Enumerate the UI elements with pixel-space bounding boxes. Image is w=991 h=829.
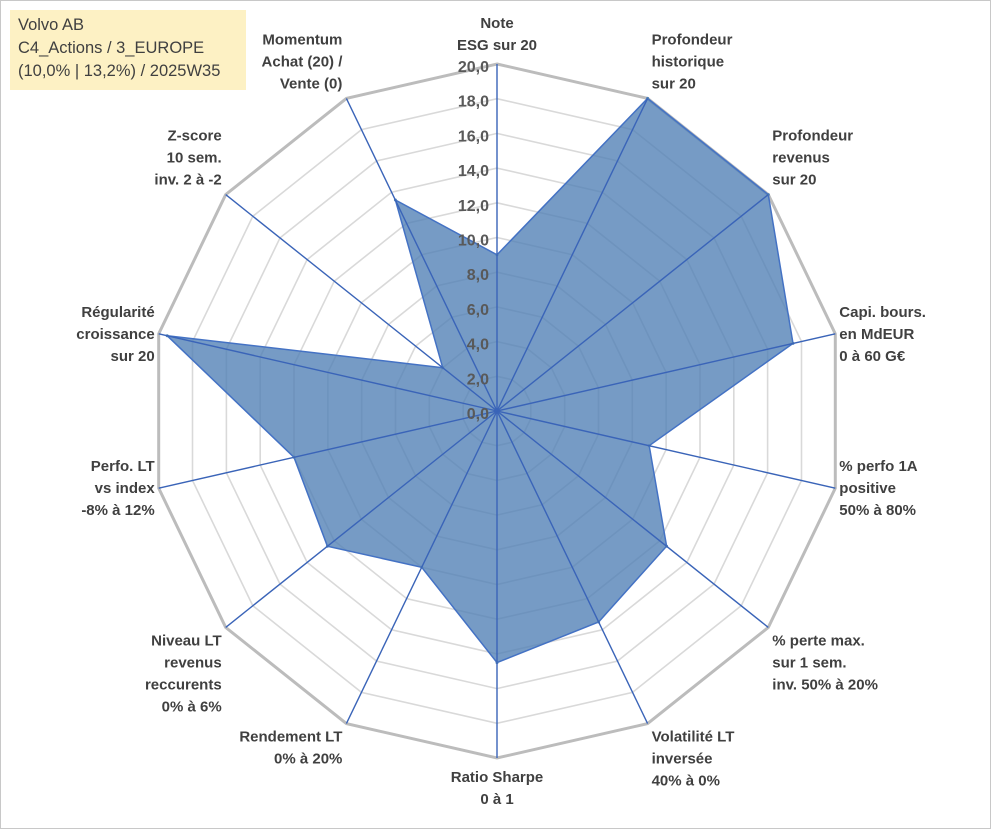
axis-label-line: inversée — [652, 751, 713, 768]
axis-label-line: sur 20 — [110, 348, 154, 365]
axis-label-line: reccurents — [145, 676, 222, 693]
tick-label: 6,0 — [467, 302, 489, 319]
axis-spoke — [158, 333, 498, 412]
tick-label: 2,0 — [467, 371, 489, 388]
axis-label-line: % perte max. — [772, 632, 865, 649]
axis-label: Régularité croissance sur 20 — [76, 304, 154, 365]
axis-label: Volatilité LT inversée 40% à 0% — [652, 729, 735, 790]
axis-label-line: inv. 2 à -2 — [154, 172, 221, 189]
axis-label: Z-score 10 sem. inv. 2 à -2 — [154, 128, 221, 189]
axis-spoke — [225, 410, 498, 628]
axis-spoke — [496, 410, 769, 628]
tick-label: 16,0 — [458, 128, 489, 145]
info-line-3: (10,0% | 13,2%) / 2025W35 — [18, 62, 221, 80]
tick-label: 0,0 — [467, 406, 489, 423]
radar-ticks: 0,0 2,0 4,0 6,0 8,0 10,0 12,0 14,0 16,0 18,0 20,0 — [458, 59, 489, 423]
axis-label: Capi. bours. en MdEUR 0 à 60 G€ — [839, 304, 926, 365]
axis-spoke — [496, 410, 836, 489]
tick-label: 12,0 — [458, 198, 489, 215]
axis-label: Momentum Achat (20) / Vente (0) — [262, 31, 344, 92]
axis-label: Rendement LT 0% à 20% — [239, 729, 342, 768]
axis-label-line: revenus — [164, 654, 222, 671]
axis-spoke — [225, 194, 498, 412]
axis-label-line: revenus — [772, 150, 830, 167]
axis-label-line: positive — [839, 480, 896, 497]
axis-label-line: Ratio Sharpe — [451, 769, 544, 786]
axis-label-line: Profondeur — [652, 31, 733, 48]
axis-label-line: Profondeur — [772, 128, 853, 145]
axis-label: Niveau LT revenus reccurents 0% à 6% — [145, 632, 222, 715]
axis-spoke — [158, 410, 498, 489]
axis-label-line: Capi. bours. — [839, 304, 926, 321]
axis-label-line: Momentum — [262, 31, 342, 48]
axis-label-line: historique — [652, 53, 725, 70]
axis-label-line: sur 20 — [772, 172, 816, 189]
tick-label: 8,0 — [467, 267, 489, 284]
axis-label-line: inv. 50% à 20% — [772, 676, 878, 693]
axis-label-line: Volatilité LT — [652, 729, 735, 746]
axis-label-line: Note — [480, 15, 513, 32]
axis-label-line: Perfo. LT — [91, 458, 155, 475]
axis-spoke — [496, 410, 649, 724]
axis-label-line: Z-score — [168, 128, 222, 145]
axis-label-line: ESG sur 20 — [457, 37, 537, 54]
axis-label: Profondeur revenus sur 20 — [772, 128, 853, 189]
axis-label-line: Achat (20) / — [262, 53, 344, 70]
axis-spoke — [496, 98, 649, 412]
tick-label: 18,0 — [458, 94, 489, 111]
axis-spoke — [496, 333, 836, 412]
axis-label-line: 0% à 20% — [274, 751, 342, 768]
axis-label-line: vs index — [95, 480, 156, 497]
radar-axis-labels: Note ESG sur 20 Profondeur historique sur 20… — [76, 15, 926, 808]
axis-label-line: Vente (0) — [280, 75, 343, 92]
axis-label-line: 10 sem. — [167, 150, 222, 167]
axis-label-line: croissance — [76, 326, 154, 343]
axis-label-line: -8% à 12% — [81, 502, 154, 519]
radar-spokes — [158, 64, 836, 758]
axis-label: Ratio Sharpe 0 à 1 — [451, 769, 544, 808]
info-line-1: Volvo AB — [18, 16, 85, 34]
axis-label-line: sur 1 sem. — [772, 654, 846, 671]
axis-label-line: % perfo 1A — [839, 458, 918, 475]
axis-label-line: en MdEUR — [839, 326, 914, 343]
axis-label: Perfo. LT vs index -8% à 12% — [81, 458, 155, 519]
axis-label-line: Rendement LT — [239, 729, 342, 746]
axis-label-line: Niveau LT — [151, 632, 222, 649]
axis-spoke — [496, 194, 769, 412]
info-box: Volvo AB C4_Actions / 3_EUROPE (10,0% | … — [10, 10, 246, 90]
axis-label-line: 0 à 60 G€ — [839, 348, 906, 365]
axis-spoke — [345, 98, 498, 412]
axis-label-line: Régularité — [81, 304, 154, 321]
axis-label: Profondeur historique sur 20 — [652, 31, 733, 92]
axis-label: Note ESG sur 20 — [457, 15, 537, 54]
tick-label: 10,0 — [458, 233, 489, 250]
tick-label: 20,0 — [458, 59, 489, 76]
tick-label: 14,0 — [458, 163, 489, 180]
tick-label: 4,0 — [467, 337, 489, 354]
axis-spoke — [345, 410, 498, 724]
info-line-2: C4_Actions / 3_EUROPE — [18, 39, 205, 57]
axis-label: % perte max. sur 1 sem. inv. 50% à 20% — [772, 632, 878, 693]
axis-label-line: 0% à 6% — [162, 698, 222, 715]
axis-label-line: 0 à 1 — [480, 791, 513, 808]
axis-label-line: 40% à 0% — [652, 773, 720, 790]
axis-label-line: sur 20 — [652, 75, 696, 92]
axis-label: % perfo 1A positive 50% à 80% — [839, 458, 918, 519]
axis-label-line: 50% à 80% — [839, 502, 916, 519]
